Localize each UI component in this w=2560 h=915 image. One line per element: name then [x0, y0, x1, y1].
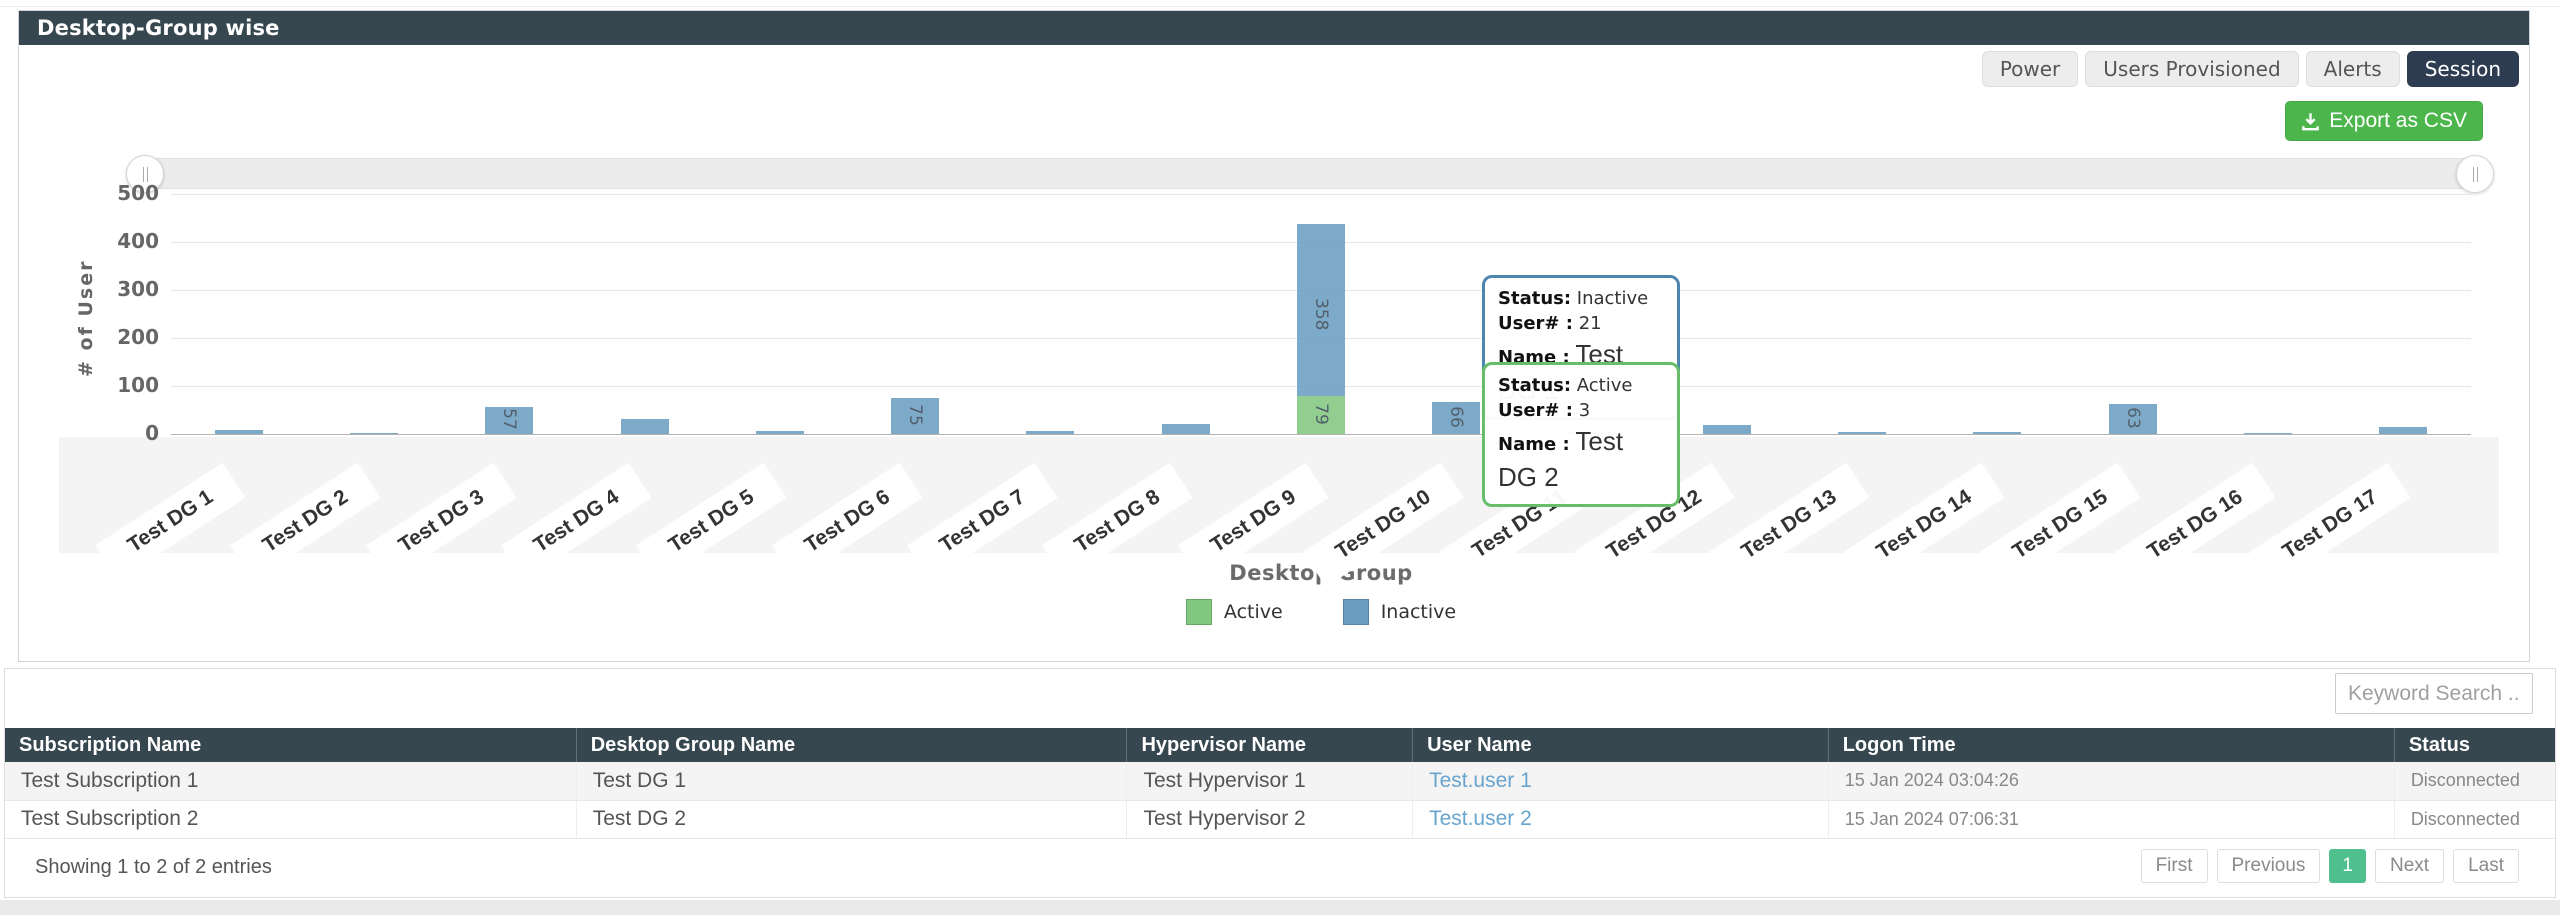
chart-legend: Active Inactive [171, 599, 2471, 625]
tab-power[interactable]: Power [1981, 51, 2079, 87]
bar-value-test-dg-3-inactive: 57 [499, 408, 520, 431]
bar-test-dg-12-inactive[interactable] [1702, 425, 1751, 434]
scrollbar-grip-icon [2472, 166, 2478, 182]
y-tick-label-200: 200 [117, 325, 159, 349]
bar-test-dg-3-inactive[interactable] [485, 406, 534, 434]
cell-subscription-name: Test Subscription 1 [5, 762, 577, 801]
bar-test-dg-4-inactive[interactable] [620, 418, 669, 434]
bar-test-dg-6-inactive[interactable] [891, 398, 940, 434]
bar-test-dg-1-inactive[interactable] [214, 430, 263, 434]
view-tabs: Power Users Provisioned Alerts Session [1981, 51, 2519, 87]
legend-item-active[interactable]: Active [1185, 599, 1283, 625]
bar-test-dg-9-active[interactable] [1297, 396, 1345, 434]
column-header-hypervisor-name[interactable]: Hypervisor Name [1126, 728, 1413, 762]
export-csv-button[interactable]: Export as CSV [2285, 101, 2483, 141]
pagination-previous[interactable]: Previous [2216, 849, 2321, 883]
legend-label-inactive: Inactive [1380, 601, 1457, 623]
pagination-page-1[interactable]: 1 [2329, 849, 2366, 883]
bar-value-test-dg-15-inactive: 63 [2122, 407, 2143, 429]
column-header-status[interactable]: Status [2393, 728, 2555, 762]
sessions-table: Subscription Name Desktop Group Name Hyper… [5, 728, 2555, 839]
cell-desktop-group-name: Test DG 1 [575, 762, 1127, 801]
keyword-search-input[interactable] [2335, 673, 2533, 714]
desktop-group-wise-panel: Desktop-Group wise Power Users Provisione… [18, 10, 2530, 662]
scrollbar-grip-icon [142, 166, 148, 182]
chart-scrollbar[interactable] [150, 158, 2470, 189]
column-header-logon-time[interactable]: Logon Time [1827, 728, 2395, 762]
bar-value-test-dg-9-inactive: 358 [1311, 298, 1331, 331]
user-link-test-user-1[interactable]: Test.user 1 [1429, 768, 1532, 792]
bar-test-dg-9-inactive[interactable] [1297, 224, 1345, 397]
pagination-last[interactable]: Last [2453, 849, 2519, 883]
tab-session[interactable]: Session [2406, 51, 2519, 87]
bar-test-dg-16-inactive[interactable] [2244, 432, 2293, 434]
tooltip-active: Status: Active User# : 3 Name : Test DG … [1482, 362, 1680, 508]
export-csv-label: Export as CSV [2329, 109, 2467, 132]
y-tick-label-300: 300 [117, 277, 159, 301]
cell-status: Disconnected [2393, 762, 2555, 801]
download-icon [2301, 112, 2320, 131]
pagination: First Previous 1 Next Last [2140, 849, 2519, 883]
bar-test-dg-14-inactive[interactable] [1973, 432, 2022, 434]
gridline-500 [171, 194, 2471, 195]
cell-desktop-group-name: Test DG 2 [575, 800, 1127, 839]
column-header-user-name[interactable]: User Name [1412, 728, 1829, 762]
bar-test-dg-7-inactive[interactable] [1026, 431, 1075, 434]
y-tick-label-400: 400 [117, 229, 159, 253]
bar-value-test-dg-10-inactive: 66 [1446, 406, 1467, 428]
legend-label-active: Active [1223, 601, 1283, 623]
legend-swatch-active [1185, 599, 1212, 625]
pagination-first[interactable]: First [2140, 849, 2208, 883]
cell-hypervisor-name: Test Hypervisor 2 [1126, 800, 1413, 839]
scrollbar-handle-left[interactable] [126, 155, 164, 193]
cell-hypervisor-name: Test Hypervisor 1 [1126, 762, 1413, 801]
y-tick-label-0: 0 [145, 421, 159, 445]
pagination-next[interactable]: Next [2375, 849, 2445, 883]
legend-item-inactive[interactable]: Inactive [1342, 599, 1457, 625]
scrollbar-handle-right[interactable] [2456, 155, 2494, 193]
bar-value-test-dg-9-active: 79 [1311, 403, 1331, 425]
bar-test-dg-5-inactive[interactable] [755, 431, 804, 434]
cell-user-name[interactable]: Test.user 2 [1412, 800, 1829, 839]
user-link-test-user-2[interactable]: Test.user 2 [1429, 807, 1532, 830]
bar-value-test-dg-6-inactive: 75 [905, 404, 926, 426]
page-bottom-strip [0, 900, 2560, 915]
bar-test-dg-13-inactive[interactable] [1838, 432, 1887, 434]
y-tick-label-100: 100 [117, 373, 159, 397]
cell-logon-time: 15 Jan 2024 07:06:31 [1827, 800, 2395, 839]
legend-swatch-inactive [1342, 599, 1369, 625]
cell-logon-time: 15 Jan 2024 03:04:26 [1827, 762, 2395, 801]
bar-test-dg-8-inactive[interactable] [1161, 424, 1210, 434]
top-divider [0, 6, 2560, 7]
cell-user-name[interactable]: Test.user 1 [1412, 762, 1829, 801]
session-bar-chart: # of User Desktop Group Active Inactive 0… [19, 141, 2529, 653]
tab-alerts[interactable]: Alerts [2305, 51, 2400, 87]
cell-subscription-name: Test Subscription 2 [5, 800, 577, 839]
bar-test-dg-17-inactive[interactable] [2379, 426, 2428, 434]
tab-users-provisioned[interactable]: Users Provisioned [2085, 51, 2299, 87]
bar-test-dg-15-inactive[interactable] [2108, 403, 2157, 434]
bar-test-dg-10-inactive[interactable] [1432, 402, 1481, 434]
panel-title: Desktop-Group wise [19, 11, 2529, 45]
gridline-0 [171, 434, 2471, 435]
y-tick-label-500: 500 [117, 181, 159, 205]
cell-status: Disconnected [2393, 800, 2555, 839]
showing-entries-text: Showing 1 to 2 of 2 entries [35, 856, 272, 878]
table-row-2: Test Subscription 2 Test DG 2 Test Hypervi… [5, 800, 2555, 839]
column-header-subscription-name[interactable]: Subscription Name [5, 728, 577, 762]
table-row-1: Test Subscription 1 Test DG 1 Test Hypervi… [5, 762, 2555, 801]
column-header-desktop-group-name[interactable]: Desktop Group Name [575, 728, 1127, 762]
bar-test-dg-2-inactive[interactable] [349, 432, 398, 434]
